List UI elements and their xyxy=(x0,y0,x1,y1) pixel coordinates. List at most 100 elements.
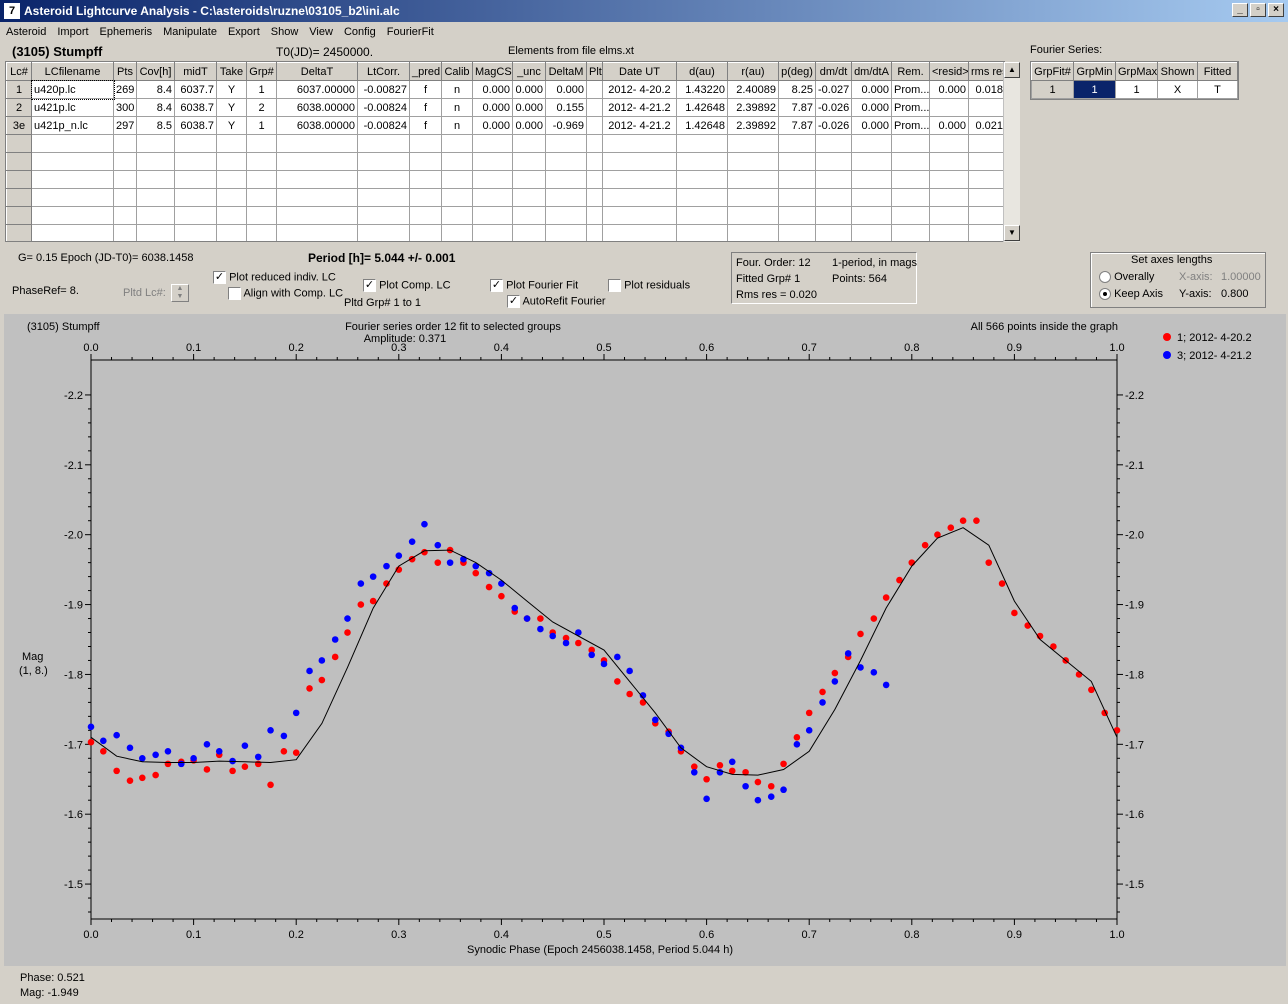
table-cell[interactable] xyxy=(216,224,247,241)
table-cell[interactable] xyxy=(851,152,892,171)
table-cell[interactable]: 6038.00000 xyxy=(276,98,358,117)
restore-button[interactable]: ▫ xyxy=(1250,3,1266,17)
table-cell[interactable] xyxy=(136,134,175,153)
table-cell[interactable] xyxy=(6,224,32,241)
table-cell[interactable] xyxy=(891,152,930,171)
table-cell[interactable] xyxy=(113,188,137,207)
table-cell[interactable]: 2012- 4-20.2 xyxy=(602,80,677,99)
empty-row[interactable] xyxy=(6,188,1004,207)
plot-reduced-checkbox[interactable]: ✓ Plot reduced indiv. LC xyxy=(213,271,336,284)
table-cell[interactable] xyxy=(851,224,892,241)
table-cell[interactable]: 0.000 xyxy=(545,80,587,99)
table-cell[interactable] xyxy=(586,80,603,99)
lightcurve-chart[interactable]: (3105) Stumpff Fourier series order 12 f… xyxy=(4,314,1286,966)
column-header[interactable]: midT xyxy=(174,62,217,81)
table-cell[interactable]: 6038.00000 xyxy=(276,116,358,135)
table-cell[interactable] xyxy=(968,206,1004,225)
table-cell[interactable] xyxy=(472,134,513,153)
table-cell[interactable] xyxy=(31,206,114,225)
table-cell[interactable]: 1.43220 xyxy=(676,80,728,99)
table-cell[interactable] xyxy=(113,224,137,241)
table-cell[interactable] xyxy=(357,206,410,225)
fourier-column-header[interactable]: GrpMin xyxy=(1073,62,1116,81)
table-cell[interactable] xyxy=(472,224,513,241)
table-cell[interactable]: 0.021 xyxy=(968,116,1004,135)
table-cell[interactable]: 8.25 xyxy=(778,80,816,99)
table-cell[interactable] xyxy=(6,206,32,225)
column-header[interactable]: Cov[h] xyxy=(136,62,175,81)
table-cell[interactable] xyxy=(586,98,603,117)
table-cell[interactable] xyxy=(545,188,587,207)
table-cell[interactable]: 0.155 xyxy=(545,98,587,117)
table-cell[interactable] xyxy=(31,224,114,241)
table-cell[interactable] xyxy=(968,188,1004,207)
table-cell[interactable] xyxy=(6,134,32,153)
table-cell[interactable]: -0.969 xyxy=(545,116,587,135)
table-cell[interactable] xyxy=(136,188,175,207)
table-cell[interactable] xyxy=(586,170,603,189)
column-header[interactable]: r(au) xyxy=(727,62,779,81)
lc-table-scrollbar[interactable]: ▲ ▼ xyxy=(1003,62,1020,242)
table-row[interactable]: 2 u421p.lc 300 8.4 6038.7 Y 2 6038.00000 -0.0082… xyxy=(6,98,1004,117)
table-cell[interactable] xyxy=(113,152,137,171)
table-cell[interactable] xyxy=(676,224,728,241)
table-cell[interactable] xyxy=(174,152,217,171)
table-cell[interactable] xyxy=(113,134,137,153)
table-cell[interactable]: 2.39892 xyxy=(727,116,779,135)
table-cell[interactable] xyxy=(727,224,779,241)
table-cell[interactable]: 0.000 xyxy=(472,98,513,117)
table-cell[interactable]: -0.026 xyxy=(815,98,852,117)
table-cell[interactable]: 0.000 xyxy=(472,116,513,135)
table-cell[interactable] xyxy=(929,134,969,153)
table-cell[interactable] xyxy=(602,170,677,189)
table-cell[interactable]: 0.000 xyxy=(512,98,546,117)
table-cell[interactable] xyxy=(815,170,852,189)
table-cell[interactable] xyxy=(276,206,358,225)
menu-fourierfit[interactable]: FourierFit xyxy=(386,26,434,38)
table-cell[interactable] xyxy=(727,170,779,189)
scroll-down-arrow-icon[interactable]: ▼ xyxy=(1004,225,1020,241)
table-cell[interactable] xyxy=(441,152,473,171)
table-cell[interactable]: 6037.7 xyxy=(174,80,217,99)
table-cell[interactable]: 6038.7 xyxy=(174,116,217,135)
table-cell[interactable]: f xyxy=(409,98,442,117)
table-cell[interactable]: Prom... xyxy=(891,80,930,99)
table-cell[interactable] xyxy=(815,224,852,241)
table-cell[interactable] xyxy=(545,152,587,171)
table-cell[interactable] xyxy=(512,206,546,225)
x-axis-length-value[interactable]: 1.00000 xyxy=(1221,271,1261,283)
table-cell[interactable] xyxy=(174,188,217,207)
fourier-column-header[interactable]: GrpMax xyxy=(1115,62,1158,81)
table-cell[interactable]: 2012- 4-21.2 xyxy=(602,116,677,135)
table-cell[interactable] xyxy=(6,170,32,189)
table-cell[interactable] xyxy=(216,152,247,171)
table-cell[interactable] xyxy=(586,116,603,135)
table-cell[interactable] xyxy=(512,152,546,171)
table-cell[interactable]: Prom... xyxy=(891,98,930,117)
table-cell[interactable]: u421p_n.lc xyxy=(31,116,114,135)
table-cell[interactable] xyxy=(545,170,587,189)
table-cell[interactable]: 0.000 xyxy=(929,80,969,99)
table-cell[interactable] xyxy=(409,170,442,189)
table-cell[interactable]: 297 xyxy=(113,116,137,135)
table-cell[interactable]: 6037.00000 xyxy=(276,80,358,99)
table-cell[interactable]: 2.39892 xyxy=(727,98,779,117)
table-cell[interactable]: 1 xyxy=(246,116,277,135)
fourier-cell[interactable]: X xyxy=(1157,80,1198,99)
table-cell[interactable] xyxy=(851,134,892,153)
table-cell[interactable] xyxy=(31,170,114,189)
column-header[interactable]: Date UT xyxy=(602,62,677,81)
column-header[interactable]: MagCS xyxy=(472,62,513,81)
table-cell[interactable] xyxy=(276,224,358,241)
table-cell[interactable] xyxy=(409,134,442,153)
close-button[interactable]: × xyxy=(1268,3,1284,17)
table-cell[interactable] xyxy=(727,188,779,207)
table-cell[interactable]: 0.000 xyxy=(851,116,892,135)
column-header[interactable]: d(au) xyxy=(676,62,728,81)
table-cell[interactable] xyxy=(676,152,728,171)
plot-residuals-checkbox[interactable]: Plot residuals xyxy=(608,279,690,292)
table-cell[interactable] xyxy=(246,170,277,189)
table-cell[interactable] xyxy=(968,224,1004,241)
column-header[interactable]: DeltaT xyxy=(276,62,358,81)
scroll-up-arrow-icon[interactable]: ▲ xyxy=(1004,62,1020,78)
